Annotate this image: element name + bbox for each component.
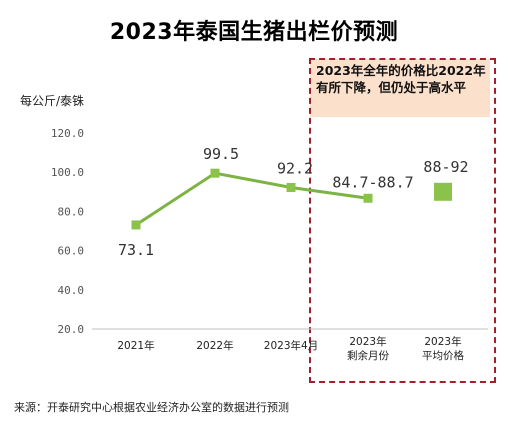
chart-title: 2023年泰国生猪出栏价预测 <box>109 20 399 45</box>
source-note: 来源：开泰研究中心根据农业经济办公室的数据进行预测 <box>14 401 289 414</box>
data-label: 84.7-88.7 <box>332 173 413 191</box>
average-price-marker <box>434 182 452 201</box>
x-category-label: 平均价格 <box>422 349 464 362</box>
data-point-marker <box>363 193 373 203</box>
y-tick-label: 120.0 <box>51 127 84 140</box>
y-tick-label: 40.0 <box>58 284 85 297</box>
data-label: 92.2 <box>277 159 313 177</box>
data-label: 99.5 <box>203 145 239 163</box>
data-point-marker <box>210 168 220 178</box>
annotation-callout: 2023年全年的价格比2022年有所下降，但仍处于高水平 <box>310 59 490 117</box>
y-tick-label: 20.0 <box>58 323 85 336</box>
y-tick-label: 60.0 <box>58 245 85 258</box>
x-category-label: 2022年 <box>196 339 233 352</box>
data-label: 88-92 <box>423 158 468 176</box>
x-category-label: 剩余月份 <box>347 349 389 362</box>
x-category-label: 2023年 <box>424 335 461 348</box>
forecast-highlight-box <box>309 58 496 383</box>
y-tick-label: 100.0 <box>51 166 84 179</box>
data-label: 73.1 <box>118 241 154 259</box>
x-category-label: 2021年 <box>117 339 154 352</box>
x-category-label: 2023年 <box>349 335 386 348</box>
data-point-marker <box>286 182 296 192</box>
price-series-line <box>135 171 369 227</box>
y-axis-unit-label: 每公斤/泰铢 <box>20 94 85 108</box>
x-category-label: 2023年4月 <box>264 339 318 352</box>
y-tick-label: 80.0 <box>58 205 85 218</box>
data-point-marker <box>131 220 141 230</box>
